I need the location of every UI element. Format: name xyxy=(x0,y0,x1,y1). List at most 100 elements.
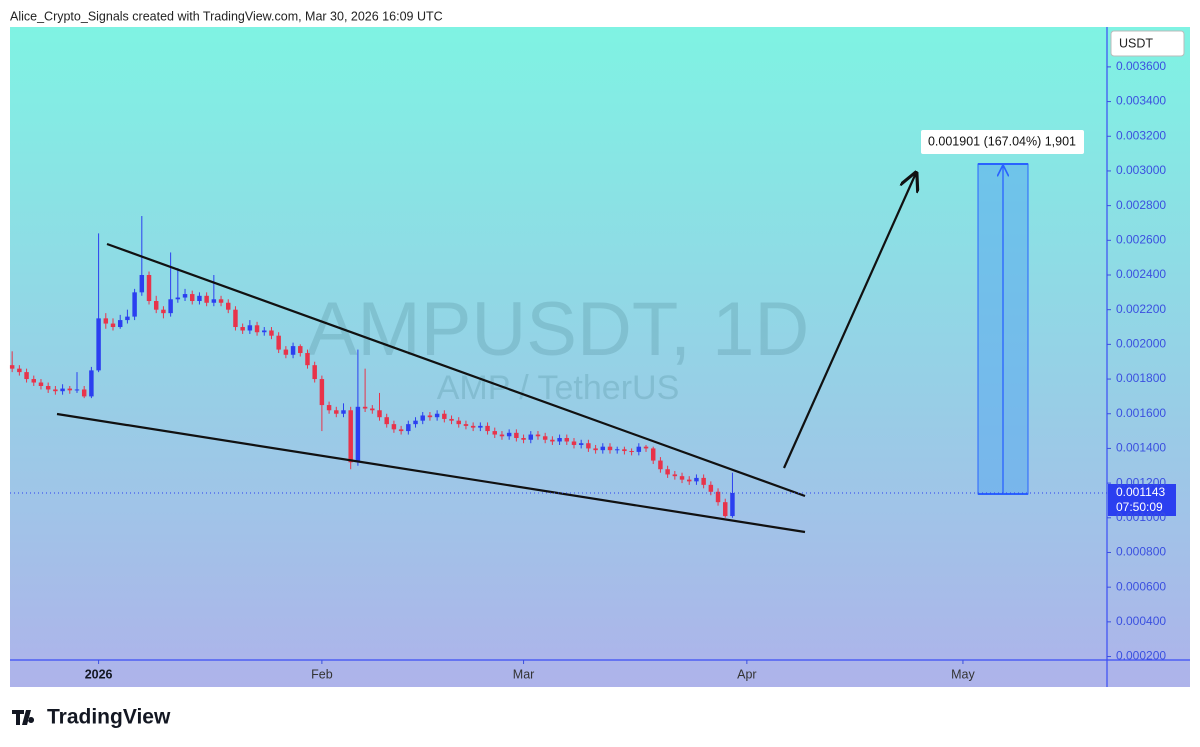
brand: TradingView xyxy=(47,706,171,729)
currency-box xyxy=(1110,30,1185,57)
x-tick-label: Apr xyxy=(737,667,756,681)
y-tick-label: 0.003400 xyxy=(1116,94,1166,108)
candle-body xyxy=(348,410,353,463)
candle xyxy=(247,320,253,334)
candle-body xyxy=(578,443,584,445)
candle xyxy=(24,368,29,383)
candle-body xyxy=(89,370,94,397)
candle-body xyxy=(406,424,411,432)
candle xyxy=(31,375,37,386)
candle-body xyxy=(53,389,58,392)
candle xyxy=(499,431,505,440)
candle xyxy=(391,420,397,433)
y-tick-label: 0.000400 xyxy=(1116,614,1166,628)
candle xyxy=(434,410,440,421)
candle-body xyxy=(708,484,714,492)
currency: USDT xyxy=(1119,36,1153,50)
candle-body xyxy=(571,441,577,445)
candle xyxy=(571,438,577,449)
candle-body xyxy=(398,429,404,432)
candle xyxy=(715,488,721,506)
trendline-upper xyxy=(106,242,806,498)
candle xyxy=(182,288,188,302)
candle xyxy=(650,446,656,465)
candle xyxy=(153,295,159,314)
candle-body xyxy=(218,299,224,303)
candle xyxy=(600,443,606,454)
candle xyxy=(694,474,699,485)
candle xyxy=(550,436,555,445)
y-tick-label: 0.003000 xyxy=(1116,163,1166,177)
trendline-lower xyxy=(56,412,806,534)
candle-body xyxy=(139,274,145,293)
candle xyxy=(74,372,80,393)
candle-body xyxy=(355,406,361,463)
candle-body xyxy=(521,438,526,440)
candle xyxy=(362,368,368,413)
candle-body xyxy=(24,372,29,380)
candle xyxy=(53,385,58,395)
candle-body xyxy=(305,353,310,366)
candle-body xyxy=(643,446,649,449)
y-tick-label: 0.002400 xyxy=(1116,267,1166,281)
candle xyxy=(658,457,663,473)
y-tick-label: 0.003600 xyxy=(1116,59,1166,73)
candle-body xyxy=(514,432,519,439)
watermark-name: AMP / TetherUS xyxy=(437,369,680,407)
candle-body xyxy=(586,443,591,449)
candle-body xyxy=(276,335,281,350)
candle xyxy=(161,306,166,319)
candle xyxy=(269,327,274,340)
candle-body xyxy=(370,408,375,411)
candle-body xyxy=(650,448,656,461)
candle xyxy=(586,439,591,452)
candle-body xyxy=(434,413,440,418)
candle xyxy=(622,446,627,455)
candle-body xyxy=(204,295,209,303)
candle-body xyxy=(67,388,73,391)
candle xyxy=(406,420,411,435)
candle-body xyxy=(614,449,620,451)
candle-body xyxy=(182,294,188,298)
candle xyxy=(211,274,217,307)
candle xyxy=(298,344,303,357)
candle xyxy=(377,392,382,421)
candle xyxy=(370,405,375,414)
candle xyxy=(240,323,245,334)
candle-body xyxy=(117,320,123,328)
candle xyxy=(686,476,692,485)
candle-body xyxy=(269,330,274,336)
candle-body xyxy=(125,316,130,321)
candle-body xyxy=(672,474,678,477)
y-tick-label: 0.002600 xyxy=(1116,232,1166,246)
y-tick-label: 0.002200 xyxy=(1116,302,1166,316)
candle-body xyxy=(420,415,425,421)
candle-body xyxy=(636,446,642,452)
candle-body xyxy=(81,389,87,397)
candle-body xyxy=(470,425,476,428)
candle xyxy=(276,332,281,354)
candle xyxy=(463,420,469,430)
candle-body xyxy=(542,436,548,440)
y-tick-label: 0.002800 xyxy=(1116,198,1166,212)
candle xyxy=(204,292,209,307)
measure-label-box xyxy=(921,130,1084,154)
candle xyxy=(45,382,51,393)
candle-body xyxy=(103,318,109,324)
candle xyxy=(190,290,195,305)
candle-body xyxy=(701,477,706,485)
candle-body xyxy=(17,368,22,373)
y-tick-label: 0.002000 xyxy=(1116,337,1166,351)
candle-body xyxy=(60,388,65,392)
candle xyxy=(535,431,541,440)
candle-body xyxy=(226,302,231,310)
candle-body xyxy=(694,477,699,482)
candle xyxy=(60,384,65,395)
candle-body xyxy=(449,418,454,421)
candle-body xyxy=(723,502,728,517)
candle xyxy=(672,470,678,480)
watermark-symbol: AMPUSDT, 1D xyxy=(307,287,810,372)
candle xyxy=(290,342,296,359)
candle-body xyxy=(600,446,606,451)
